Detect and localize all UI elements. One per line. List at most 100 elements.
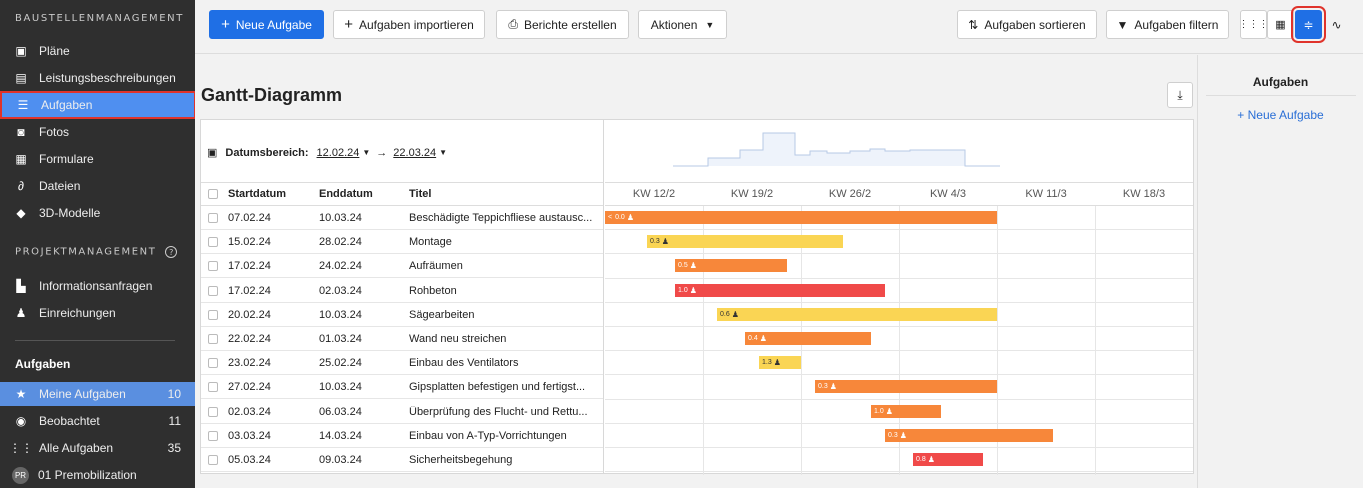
create-reports-button[interactable]: ⎙ Berichte erstellen (496, 10, 629, 39)
row-start-date: 17.02.24 (228, 284, 271, 297)
share-icon: < (608, 214, 613, 221)
sidebar-item-photos[interactable]: ◙ Fotos (0, 120, 195, 144)
sidebar-item-submittals[interactable]: ♟ Einreichungen (0, 301, 195, 325)
row-end-date: 24.02.24 (319, 260, 362, 273)
gantt-bar[interactable]: 0.3 ♟ (647, 235, 843, 249)
row-title: Gipsplatten befestigen und fertigst... (409, 381, 586, 394)
row-checkbox[interactable] (208, 382, 218, 393)
row-checkbox[interactable] (208, 237, 218, 248)
gantt-bar[interactable]: 0.3 ♟ (815, 380, 997, 394)
column-end-date[interactable]: Enddatum (319, 188, 373, 200)
table-row[interactable]: 02.03.24 06.03.24 Überprüfung des Flucht- … (201, 400, 603, 424)
sidebar-item-all-tasks[interactable]: ⋮⋮ Alle Aufgaben 35 (0, 436, 195, 460)
gantt-bar[interactable]: 1.3 ♟ (759, 356, 801, 370)
table-row[interactable]: 23.02.24 25.02.24 Einbau des Ventilators (201, 351, 603, 376)
table-row[interactable]: 03.03.24 14.03.24 Einbau von A-Typ-Vorrich… (201, 424, 603, 448)
side-panel-divider (1206, 95, 1356, 96)
list-view-button[interactable]: ⋮⋮⋮ (1238, 10, 1269, 39)
row-checkbox[interactable] (208, 309, 218, 320)
table-row[interactable]: 05.03.24 09.03.24 Sicherheitsbegehung (201, 448, 603, 472)
gantt-bar[interactable]: 0.5 ♟ (675, 259, 787, 273)
import-tasks-button[interactable]: + Aufgaben importieren (333, 10, 485, 39)
table-row[interactable]: 17.02.24 24.02.24 Aufräumen (201, 254, 603, 279)
download-button[interactable]: ⤓ (1167, 82, 1193, 108)
week-gridline (997, 206, 998, 475)
table-row[interactable]: 17.02.24 02.03.24 Rohbeton (201, 279, 603, 303)
sidebar-item-tasks[interactable]: ☰ Aufgaben (0, 91, 196, 119)
row-checkbox[interactable] (208, 334, 218, 344)
new-task-button[interactable]: + Neue Aufgabe (209, 10, 324, 39)
table-row[interactable]: 20.02.24 10.03.24 Sägearbeiten (201, 303, 603, 327)
row-checkbox[interactable] (208, 455, 218, 465)
row-gridline (605, 253, 1193, 255)
column-start-date[interactable]: Startdatum (228, 188, 287, 200)
trend-line-icon: ∿ (1331, 17, 1342, 32)
sidebar-item-specs[interactable]: ▤ Leistungsbeschreibungen (0, 66, 195, 90)
workload-area-line (673, 132, 1000, 167)
gantt-bar[interactable]: 1.0 ♟ (675, 283, 885, 297)
date-from-picker[interactable]: 12.02.24 (316, 146, 360, 159)
download-icon: ⤓ (1177, 87, 1183, 102)
gantt-bar[interactable]: <0.0 ♟ (605, 211, 997, 224)
row-checkbox[interactable] (208, 430, 218, 441)
side-new-task-link[interactable]: + Neue Aufgabe (1237, 108, 1324, 122)
gantt-bar[interactable]: 1.0 ♟ (871, 404, 941, 418)
sidebar-item-rfis[interactable]: ▙ Informationsanfragen (0, 274, 195, 298)
row-checkbox[interactable] (208, 358, 218, 369)
table-row[interactable]: 27.02.24 10.03.24 Gipsplatten befestigen u… (201, 375, 603, 400)
row-end-date: 28.02.24 (319, 236, 362, 249)
side-panel-title: Aufgaben (1252, 75, 1309, 89)
row-title: Rohbeton (409, 284, 457, 297)
sidebar-item-premobilization[interactable]: PR 01 Premobilization (0, 463, 195, 487)
row-start-date: 07.02.24 (228, 212, 271, 224)
bar-value-label: 0.6 (720, 310, 730, 318)
sidebar-item-label: Beobachtet (39, 414, 100, 428)
column-title[interactable]: Titel (409, 188, 432, 200)
sidebar-item-label: Aufgaben (41, 98, 93, 112)
sort-tasks-button[interactable]: ⇅ Aufgaben sortieren (957, 10, 1097, 39)
bar-value-label: 1.3 (762, 359, 772, 367)
week-gridline (703, 206, 704, 475)
date-range-label: Datumsbereich: (225, 146, 309, 159)
sidebar-item-files[interactable]: ∂ Dateien (0, 174, 195, 198)
row-checkbox[interactable] (208, 261, 218, 272)
sidebar-item-plans[interactable]: ▣ Pläne (0, 39, 195, 63)
filter-tasks-button[interactable]: ▼ Aufgaben filtern (1106, 10, 1229, 39)
table-row[interactable]: 07.02.24 10.03.24 Beschädigte Teppichflies… (201, 206, 603, 230)
week-header: KW 26/2 (801, 182, 899, 206)
week-header: KW 4/3 (899, 182, 997, 206)
person-icon: ♟ (731, 309, 739, 319)
table-row[interactable]: 22.02.24 01.03.24 Wand neu streichen (201, 327, 603, 351)
gantt-view-button[interactable]: ≑ (1291, 6, 1326, 43)
gantt-bar[interactable]: 0.4 ♟ (745, 332, 871, 345)
sidebar-item-label: Einreichungen (39, 306, 116, 320)
select-all-checkbox[interactable] (208, 189, 218, 199)
stamp-icon: ♟ (15, 306, 27, 320)
person-icon: ♟ (759, 334, 767, 343)
week-gridline (899, 206, 900, 475)
sidebar: BAUSTELLENMANAGEMENT ▣ Pläne ▤ Leistungs… (0, 0, 196, 488)
row-checkbox[interactable] (208, 406, 218, 417)
person-icon: ♟ (661, 237, 669, 247)
grid-icon: ⋮⋮⋮ (1238, 19, 1269, 30)
gantt-bar[interactable]: 0.6 ♟ (717, 307, 997, 321)
table-row[interactable]: 15.02.24 28.02.24 Montage (201, 230, 603, 255)
row-checkbox[interactable] (208, 285, 218, 296)
date-to-picker[interactable]: 22.03.24 (393, 146, 437, 159)
sidebar-item-forms[interactable]: ▦ Formulare (0, 147, 195, 171)
sidebar-item-my-tasks[interactable]: ★ Meine Aufgaben 10 (0, 382, 195, 406)
gantt-bar[interactable]: 0.3 ♟ (885, 428, 1053, 442)
row-title: Wand neu streichen (409, 333, 507, 345)
gantt-bar[interactable]: 0.8 ♟ (913, 453, 983, 466)
task-count: 35 (167, 441, 181, 455)
sidebar-item-watched[interactable]: ◉ Beobachtet 11 (0, 409, 195, 433)
chart-view-button[interactable]: ∿ (1323, 10, 1350, 39)
row-start-date: 20.02.24 (228, 308, 271, 321)
row-checkbox[interactable] (208, 213, 218, 223)
row-end-date: 09.03.24 (319, 454, 362, 466)
sidebar-item-3d-models[interactable]: ◆ 3D-Modelle (0, 201, 195, 225)
help-icon[interactable]: ? (165, 246, 178, 258)
calendar-view-button[interactable]: ▦ (1267, 10, 1294, 39)
row-gridline (605, 350, 1193, 352)
actions-dropdown[interactable]: Aktionen ▼ (638, 10, 727, 39)
